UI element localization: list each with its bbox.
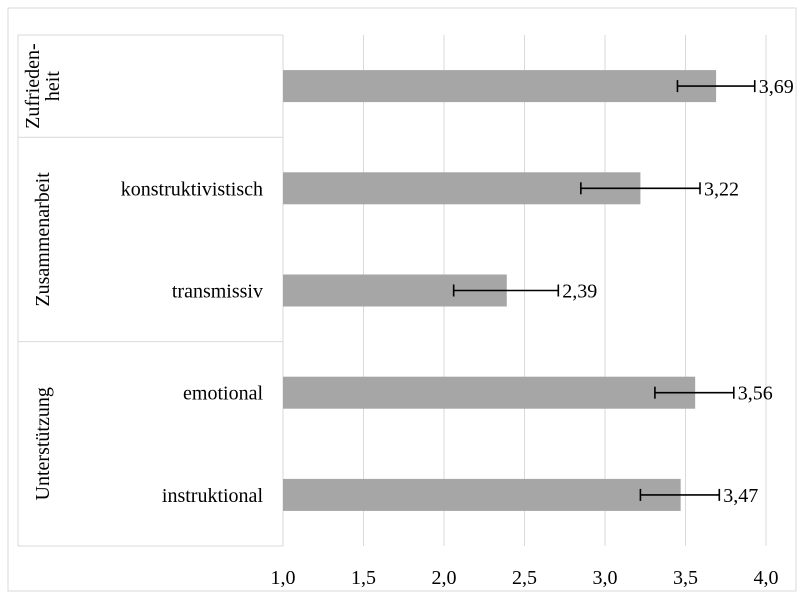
- group-label-line: heit: [42, 71, 64, 101]
- x-tick-label: 1,5: [351, 567, 376, 589]
- group-label: Zusammenarbeit: [32, 172, 54, 307]
- group-label-line: Unterstützung: [32, 387, 54, 500]
- category-label: transmissiv: [172, 281, 263, 303]
- bar: [283, 376, 696, 409]
- chart-border: [7, 7, 797, 592]
- group-label-line: Zufrieden-: [22, 43, 44, 129]
- data-label: 3,47: [723, 485, 758, 507]
- group-label-line: Zusammenarbeit: [32, 172, 54, 307]
- x-tick-label: 2,5: [512, 567, 537, 589]
- x-tick-label: 4,0: [754, 567, 779, 589]
- bar: [283, 478, 681, 511]
- labels: 1,0 1,5 2,0 2,5 3,0 3,5 4,0 Zufrieden-heit 3,69 Z…: [22, 43, 794, 589]
- x-tick-label: 3,0: [593, 567, 618, 589]
- x-tick-label: 3,5: [673, 567, 698, 589]
- category-label: konstruktivistisch: [121, 178, 263, 200]
- category-label: emotional: [183, 383, 263, 405]
- data-label: 3,69: [759, 76, 794, 98]
- error-bars: [452, 80, 756, 501]
- data-label: 2,39: [562, 281, 597, 303]
- data-label: 3,56: [738, 383, 773, 405]
- x-tick-label: 2,0: [432, 567, 457, 589]
- x-tick-label: 1,0: [271, 567, 296, 589]
- group-label: Unterstützung: [32, 387, 54, 500]
- group-label: Zufrieden-heit: [22, 43, 64, 129]
- bar: [283, 70, 717, 103]
- category-label: instruktional: [162, 485, 264, 507]
- data-label: 3,22: [704, 178, 739, 200]
